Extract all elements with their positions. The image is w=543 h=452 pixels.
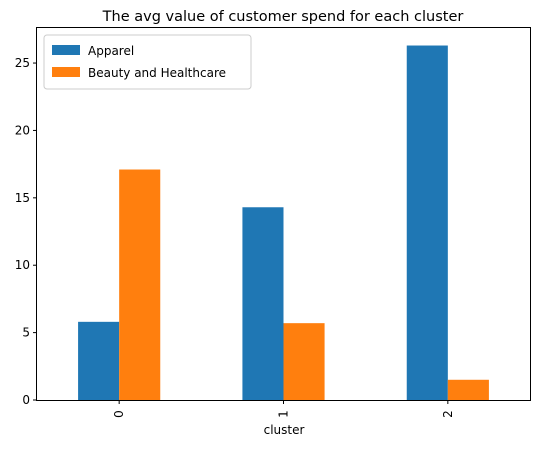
chart-title: The avg value of customer spend for each… [102,9,464,25]
bar-apparel-2 [406,45,448,401]
legend-swatch [52,45,80,55]
x-axis-label: cluster [264,423,305,437]
y-tick-label: 15 [15,191,30,205]
plot-frame [36,27,531,401]
x-tick-label: 2 [441,410,455,418]
bar-apparel-1 [242,207,284,400]
x-tick-label: 1 [277,410,291,418]
bar-apparel-0 [78,321,120,400]
y-tick-label: 0 [22,393,30,407]
y-tick-label: 10 [15,258,30,272]
y-tick-label: 25 [15,56,30,70]
bar-beauty-and-healthcare-1 [283,323,325,400]
bar-beauty-and-healthcare-2 [447,379,489,400]
legend-label: Apparel [88,44,134,58]
legend-box [43,34,252,90]
bars-group [78,45,489,401]
y-tick-label: 5 [22,326,30,340]
bar-beauty-and-healthcare-0 [119,169,161,400]
legend-swatch [52,67,80,77]
x-axis-ticks: 0 1 2 [112,400,455,418]
legend-label: Beauty and Healthcare [88,66,226,80]
x-tick-label: 0 [112,410,126,418]
y-tick-label: 20 [15,123,30,137]
legend: Apparel Beauty and Healthcare [43,34,252,90]
y-axis-ticks: 0 5 10 15 20 25 [15,56,37,407]
